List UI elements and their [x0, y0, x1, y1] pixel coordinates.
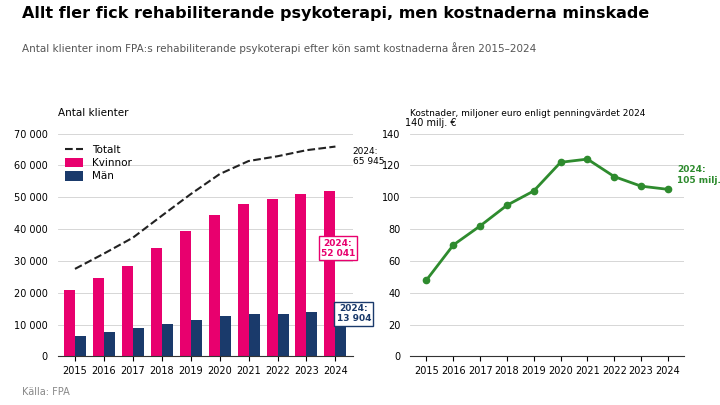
Bar [150, 248, 162, 356]
Bar [162, 324, 173, 356]
Bar [238, 204, 248, 356]
Text: 2024:
105 milj. €: 2024: 105 milj. € [678, 165, 720, 185]
Bar [266, 199, 277, 356]
Bar [325, 191, 336, 356]
Bar [104, 332, 115, 356]
Bar [295, 194, 307, 356]
Text: 140 milj. €: 140 milj. € [405, 118, 456, 128]
Text: 2024:
13 904: 2024: 13 904 [337, 304, 372, 323]
Bar [307, 313, 318, 356]
Bar [336, 312, 346, 356]
Text: 2024:
65 945: 2024: 65 945 [353, 147, 384, 166]
Bar [122, 266, 133, 356]
Bar [248, 314, 260, 356]
Bar [133, 328, 144, 356]
Text: Antal klienter inom FPA:s rehabiliterande psykoterapi efter kön samt kostnaderna: Antal klienter inom FPA:s rehabiliterand… [22, 43, 536, 54]
Bar [64, 290, 75, 356]
Legend: Totalt, Kvinnor, Män: Totalt, Kvinnor, Män [60, 140, 136, 185]
Text: Allt fler fick rehabiliterande psykoterapi, men kostnaderna minskade: Allt fler fick rehabiliterande psykotera… [22, 6, 649, 21]
Text: Antal klienter: Antal klienter [58, 108, 128, 118]
Bar [75, 336, 86, 356]
Bar [180, 231, 191, 356]
Bar [191, 320, 202, 356]
Text: 2024:
52 041: 2024: 52 041 [321, 239, 355, 258]
Bar [220, 315, 230, 356]
Text: Källa: FPA: Källa: FPA [22, 387, 69, 397]
Text: Kostnader, miljoner euro enligt penningvärdet 2024: Kostnader, miljoner euro enligt penningv… [410, 109, 646, 118]
Bar [93, 279, 104, 356]
Bar [277, 314, 289, 356]
Bar [209, 215, 220, 356]
